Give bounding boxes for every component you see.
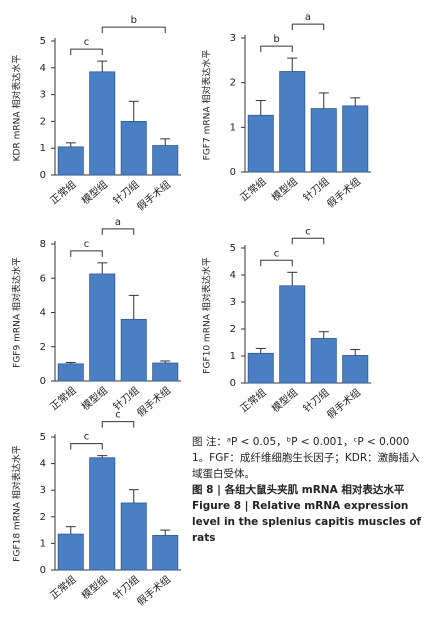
- y-tick-label: 2: [40, 342, 46, 353]
- y-tick-label: 3: [40, 90, 46, 101]
- y-tick-label: 5: [230, 243, 236, 254]
- y-tick-label: 0: [40, 565, 46, 576]
- y-tick-label: 0: [230, 378, 236, 389]
- y-tick-label: 3: [230, 297, 236, 308]
- y-tick-label: 4: [40, 459, 46, 470]
- significance-label: c: [274, 248, 280, 259]
- significance-bracket: [70, 48, 103, 56]
- y-tick-label: 0: [40, 376, 46, 387]
- y-tick-label: 2: [40, 116, 46, 127]
- x-tick-label: 模型组: [269, 175, 300, 204]
- bar: [120, 502, 147, 571]
- y-axis-label: FGF10 mRNA 相对表达水平: [201, 257, 213, 373]
- bar: [152, 535, 179, 571]
- y-tick-label: 8: [40, 239, 46, 250]
- y-tick-label: 0: [40, 170, 46, 181]
- x-tick-label: 假手术组: [134, 573, 173, 609]
- y-tick-label: 1: [230, 122, 236, 133]
- significance-label: c: [115, 410, 121, 421]
- x-tick-label: 假手术组: [324, 386, 363, 422]
- bar: [57, 363, 84, 382]
- bar: [279, 71, 306, 173]
- y-axis-label: KDR mRNA 相对表达水平: [11, 55, 23, 162]
- x-tick-label: 模型组: [269, 386, 300, 415]
- x-tick-label: 模型组: [79, 178, 110, 207]
- x-tick-label: 假手术组: [134, 178, 173, 214]
- bar: [310, 338, 337, 384]
- bar: [57, 533, 84, 571]
- y-tick-label: 1: [40, 538, 46, 549]
- x-tick-label: 模型组: [79, 384, 110, 413]
- bar: [342, 105, 369, 173]
- y-tick-label: 1: [40, 143, 46, 154]
- x-tick-label: 正常组: [47, 573, 78, 602]
- y-axis-label: FGF18 mRNA 相对表达水平: [11, 445, 23, 561]
- y-axis-label: FGF7 mRNA 相对表达水平: [201, 50, 213, 161]
- x-tick-label: 假手术组: [134, 384, 173, 420]
- bar: [57, 146, 84, 176]
- x-tick-label: 假手术组: [324, 175, 363, 211]
- bar: [247, 352, 274, 384]
- significance-label: b: [131, 15, 137, 26]
- significance-bracket: [101, 26, 166, 34]
- significance-label: c: [84, 239, 90, 250]
- y-tick-label: 3: [230, 33, 236, 44]
- bar: [120, 318, 147, 382]
- significance-label: b: [273, 34, 279, 45]
- x-tick-label: 正常组: [237, 386, 268, 415]
- y-tick-label: 1: [230, 351, 236, 362]
- bar: [342, 355, 369, 384]
- bar: [310, 108, 337, 173]
- y-tick-label: 2: [40, 512, 46, 523]
- y-tick-label: 6: [40, 273, 46, 284]
- significance-bracket: [291, 23, 325, 31]
- y-tick-label: 2: [230, 78, 236, 89]
- y-axis-label: FGF9 mRNA 相对表达水平: [11, 257, 23, 368]
- significance-label: c: [305, 226, 311, 237]
- caption-title-zh: 图 8 | 各组大鼠头夹肌 mRNA 相对表达水平: [192, 484, 405, 496]
- caption-title-en: Figure 8 | Relative mRNA expression leve…: [192, 500, 422, 544]
- significance-bracket: [260, 45, 293, 53]
- significance-label: c: [84, 432, 90, 443]
- caption: 图 注：ᵃP < 0.05，ᵇP < 0.001，ᶜP < 0.000 1。FG…: [192, 434, 424, 546]
- bar: [120, 121, 147, 176]
- significance-bracket: [291, 237, 325, 245]
- significance-bracket: [101, 228, 135, 235]
- y-tick-label: 3: [40, 485, 46, 496]
- y-tick-label: 5: [40, 36, 46, 47]
- bar: [152, 145, 179, 176]
- bar: [247, 114, 274, 173]
- significance-bracket: [70, 250, 103, 257]
- bar: [152, 362, 179, 382]
- significance-bracket: [101, 421, 135, 428]
- significance-label: a: [115, 217, 121, 228]
- significance-label: a: [305, 12, 311, 23]
- significance-label: c: [84, 37, 90, 48]
- significance-bracket: [260, 259, 293, 267]
- y-tick-label: 5: [40, 432, 46, 443]
- significance-bracket: [70, 443, 103, 450]
- x-tick-label: 正常组: [237, 175, 268, 204]
- y-tick-label: 4: [40, 63, 46, 74]
- bar: [89, 457, 116, 571]
- caption-note: 图 注：ᵃP < 0.05，ᵇP < 0.001，ᶜP < 0.000 1。FG…: [192, 436, 420, 480]
- y-tick-label: 0: [230, 167, 236, 178]
- bar: [89, 273, 116, 382]
- bar: [89, 71, 116, 176]
- bar: [279, 285, 306, 384]
- y-tick-label: 4: [40, 308, 46, 319]
- x-tick-label: 正常组: [47, 384, 78, 413]
- y-tick-label: 4: [230, 270, 236, 281]
- x-tick-label: 正常组: [47, 178, 78, 207]
- y-tick-label: 2: [230, 324, 236, 335]
- x-tick-label: 模型组: [79, 573, 110, 602]
